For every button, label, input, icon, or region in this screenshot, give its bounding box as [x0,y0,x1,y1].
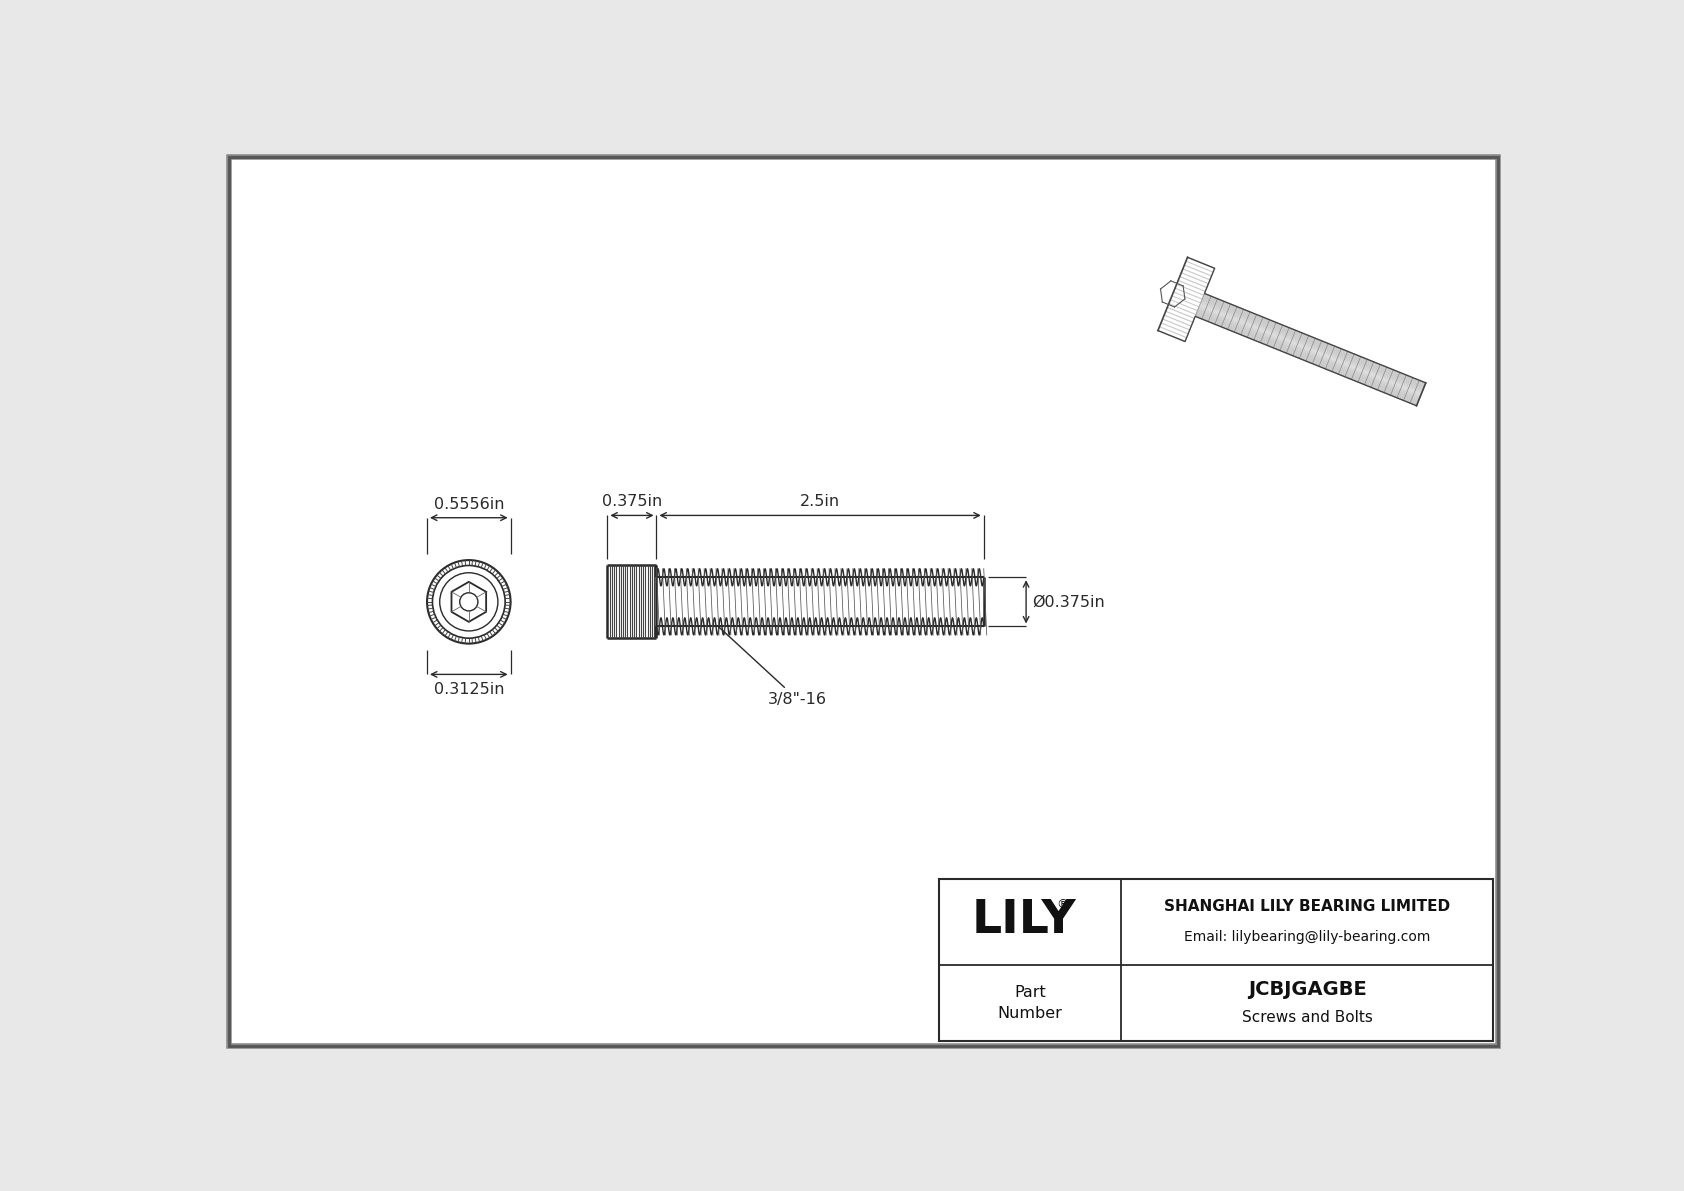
Text: Ø0.375in: Ø0.375in [1032,594,1105,610]
Text: Email: lilybearing@lily-bearing.com: Email: lilybearing@lily-bearing.com [1184,930,1430,944]
Text: 2.5in: 2.5in [800,494,840,510]
Text: 3/8"-16: 3/8"-16 [717,625,827,707]
Text: SHANGHAI LILY BEARING LIMITED: SHANGHAI LILY BEARING LIMITED [1164,899,1450,913]
Text: 0.5556in: 0.5556in [433,497,504,512]
Text: ®: ® [1056,898,1069,911]
Text: 0.375in: 0.375in [601,494,662,510]
Text: LILY: LILY [972,898,1076,942]
Text: 0.3125in: 0.3125in [433,682,504,697]
Text: Screws and Bolts: Screws and Bolts [1241,1010,1372,1025]
Bar [938,879,1494,1041]
Text: Part
Number: Part Number [997,985,1063,1021]
Text: JCBJGAGBE: JCBJGAGBE [1248,979,1366,998]
